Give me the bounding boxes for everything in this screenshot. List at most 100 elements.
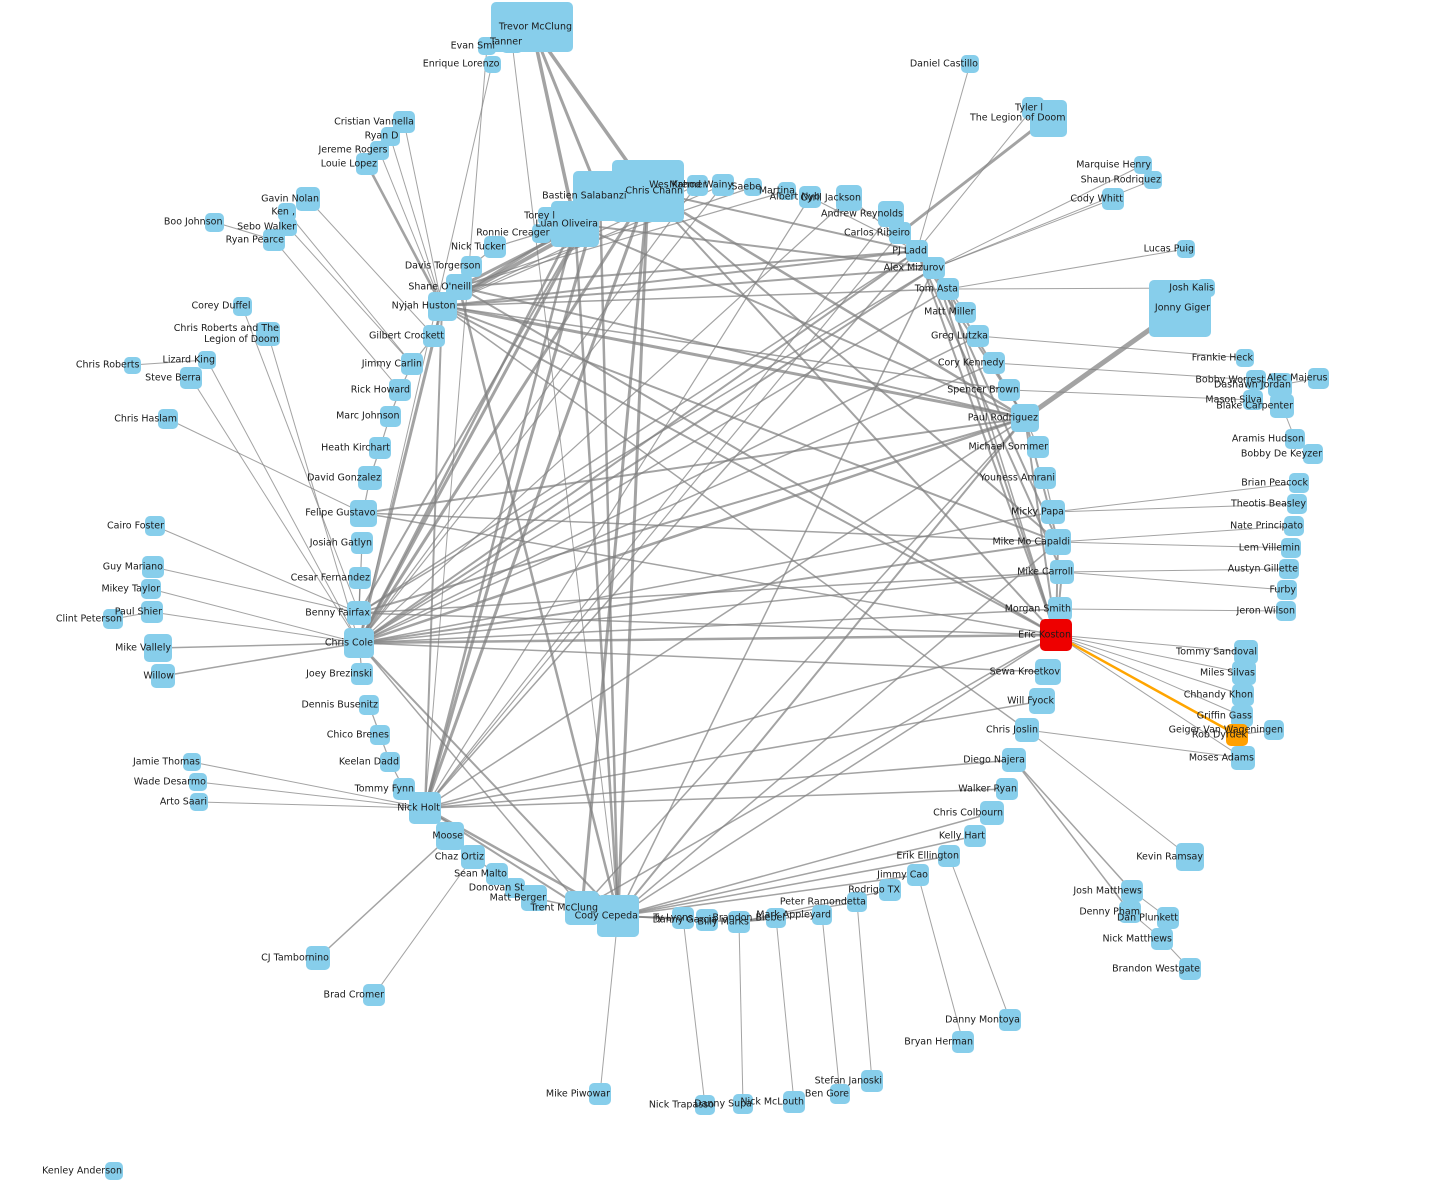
node-cj-tambornino[interactable] bbox=[306, 946, 330, 970]
node-cory-kennedy[interactable] bbox=[983, 352, 1005, 374]
node-cesar-fernandez[interactable] bbox=[349, 567, 371, 589]
node-chris-joslin[interactable] bbox=[1015, 718, 1039, 742]
node-chris-roberts-lod[interactable] bbox=[256, 322, 280, 346]
node-jamie-thomas[interactable] bbox=[183, 753, 201, 771]
node-dan-plunkett[interactable] bbox=[1157, 907, 1179, 929]
node-ronnie-creager[interactable] bbox=[531, 223, 551, 243]
node-ben-gore[interactable] bbox=[830, 1084, 850, 1104]
node-rodrigo-tx[interactable] bbox=[879, 879, 901, 901]
node-nick-matthews[interactable] bbox=[1151, 928, 1173, 950]
node-steve-berra[interactable] bbox=[180, 367, 202, 389]
node-louie-lopez[interactable] bbox=[356, 153, 378, 175]
node-chico-brenes[interactable] bbox=[370, 725, 390, 745]
node-blake-carpenter[interactable] bbox=[1270, 394, 1294, 418]
node-wes-kremer[interactable] bbox=[686, 174, 708, 196]
node-chris-cole[interactable] bbox=[344, 628, 374, 658]
node-mark-appleyard[interactable] bbox=[812, 905, 832, 925]
node-wade-desarmo[interactable] bbox=[189, 773, 207, 791]
node-ryan-pearce[interactable] bbox=[263, 229, 285, 251]
node-moses-adams[interactable] bbox=[1231, 746, 1255, 770]
node-chris-haslam[interactable] bbox=[158, 409, 178, 429]
node-brian-peacock[interactable] bbox=[1289, 473, 1309, 493]
node-david-gonzalez[interactable] bbox=[358, 466, 382, 490]
node-tommy-sandoval[interactable] bbox=[1234, 640, 1258, 664]
node-theotis-beasley[interactable] bbox=[1287, 494, 1307, 514]
node-mason-silva[interactable] bbox=[1243, 390, 1263, 410]
node-michael-sommer[interactable] bbox=[1027, 436, 1049, 458]
node-albert-nyberg[interactable] bbox=[799, 186, 821, 208]
node-davis-torgerson[interactable] bbox=[460, 255, 482, 277]
node-matt-miller[interactable] bbox=[954, 301, 976, 323]
node-brandon-westgate[interactable] bbox=[1179, 958, 1201, 980]
node-alex-mizurov[interactable] bbox=[923, 257, 945, 279]
node-mahod-wainy[interactable] bbox=[712, 174, 734, 196]
node-bryan-herman[interactable] bbox=[952, 1031, 974, 1053]
node-saebe[interactable] bbox=[744, 178, 762, 196]
node-willow[interactable] bbox=[151, 664, 175, 688]
node-keelan-dadd[interactable] bbox=[380, 752, 400, 772]
node-martina[interactable] bbox=[778, 182, 796, 200]
node-chhandy-khon[interactable] bbox=[1232, 684, 1254, 706]
node-morgan-smith[interactable] bbox=[1048, 597, 1072, 621]
node-corey-duffel[interactable] bbox=[232, 296, 252, 316]
node-nick-tucker[interactable] bbox=[484, 236, 506, 258]
node-geiger-van-wageningen[interactable] bbox=[1264, 720, 1284, 740]
node-ty-lyons[interactable] bbox=[672, 907, 694, 929]
node-nyjah-huston[interactable] bbox=[427, 291, 457, 321]
node-heath-kirchart[interactable] bbox=[369, 437, 391, 459]
node-arto-saari[interactable] bbox=[190, 793, 208, 811]
node-tom-asta[interactable] bbox=[937, 278, 959, 300]
node-brad-cromer[interactable] bbox=[363, 984, 385, 1006]
node-rob-dyrdek[interactable] bbox=[1226, 724, 1248, 746]
node-chris-roberts[interactable] bbox=[123, 356, 141, 374]
node-clint-peterson[interactable] bbox=[103, 609, 123, 629]
node-alec-majerus[interactable] bbox=[1307, 367, 1329, 389]
node-chaz-ortiz[interactable] bbox=[461, 845, 485, 869]
node-austyn-gillette[interactable] bbox=[1279, 559, 1299, 579]
node-brandon-biebel[interactable] bbox=[766, 908, 786, 928]
node-benny-fairfax[interactable] bbox=[347, 601, 371, 625]
node-shaun-rodriquez[interactable] bbox=[1144, 171, 1162, 189]
node-kevin-ramsay[interactable] bbox=[1176, 843, 1204, 871]
node-eric-koston[interactable] bbox=[1040, 619, 1072, 651]
node-micky-papa[interactable] bbox=[1041, 500, 1065, 524]
node-danny-garcia[interactable] bbox=[696, 909, 718, 931]
node-cyril-jackson[interactable] bbox=[836, 185, 862, 211]
node-nick-trapasso[interactable] bbox=[695, 1095, 715, 1115]
node-trent-mcclung[interactable] bbox=[565, 891, 599, 925]
node-daniel-castillo[interactable] bbox=[961, 55, 979, 73]
node-gavin-nolan[interactable] bbox=[296, 187, 320, 211]
node-tanner[interactable] bbox=[501, 31, 523, 53]
node-furby[interactable] bbox=[1277, 580, 1297, 600]
node-enrique-lorenzo[interactable] bbox=[483, 55, 501, 73]
node-guy-mariano[interactable] bbox=[142, 556, 164, 578]
node-jeron-wilson[interactable] bbox=[1276, 601, 1296, 621]
node-evan-smith[interactable] bbox=[478, 37, 496, 55]
node-cody-cepeda[interactable] bbox=[597, 895, 639, 937]
node-cody-whitt[interactable] bbox=[1102, 188, 1124, 210]
node-youness-amrani[interactable] bbox=[1034, 467, 1056, 489]
node-billy-marks[interactable] bbox=[728, 911, 750, 933]
node-luan-oliveira[interactable] bbox=[551, 201, 599, 247]
node-joey-brezinski[interactable] bbox=[351, 663, 373, 685]
node-gilbert-crockett[interactable] bbox=[423, 325, 445, 347]
node-bobby-de-keyzer[interactable] bbox=[1303, 444, 1323, 464]
node-ken[interactable] bbox=[278, 203, 296, 221]
node-jonny-giger[interactable] bbox=[1149, 279, 1211, 337]
node-erik-ellington[interactable] bbox=[938, 845, 960, 867]
node-bobby-worrest[interactable] bbox=[1246, 370, 1266, 390]
node-mike-mo-capaldi[interactable] bbox=[1045, 529, 1071, 555]
node-lucas-puig[interactable] bbox=[1177, 240, 1195, 258]
node-mikey-taylor[interactable] bbox=[141, 579, 161, 599]
node-peter-ramondetta[interactable] bbox=[847, 892, 867, 912]
node-frankie-heck[interactable] bbox=[1236, 349, 1254, 367]
node-spencer-brown[interactable] bbox=[998, 379, 1020, 401]
node-carlos-ribeiro[interactable] bbox=[889, 222, 911, 244]
node-sewa-kroetkov[interactable] bbox=[1035, 659, 1061, 685]
node-miles-silvas[interactable] bbox=[1232, 661, 1256, 685]
node-aramis-hudson[interactable] bbox=[1285, 429, 1305, 449]
node-chris-colbourn[interactable] bbox=[980, 801, 1004, 825]
node-marc-johnson[interactable] bbox=[379, 405, 401, 427]
node-felipe-gustavo[interactable] bbox=[349, 499, 377, 527]
